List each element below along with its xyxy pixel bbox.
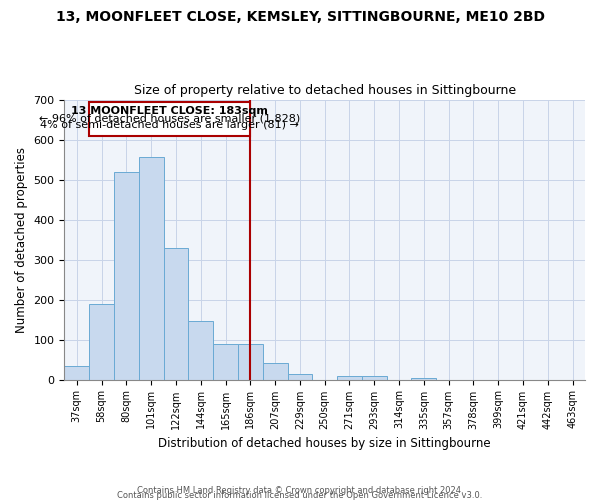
Bar — [213, 344, 238, 380]
Text: 13, MOONFLEET CLOSE, KEMSLEY, SITTINGBOURNE, ME10 2BD: 13, MOONFLEET CLOSE, KEMSLEY, SITTINGBOU… — [56, 10, 545, 24]
Bar — [64, 366, 89, 380]
Text: ← 96% of detached houses are smaller (1,828): ← 96% of detached houses are smaller (1,… — [39, 114, 301, 124]
X-axis label: Distribution of detached houses by size in Sittingbourne: Distribution of detached houses by size … — [158, 437, 491, 450]
Bar — [89, 304, 114, 380]
Bar — [89, 102, 250, 136]
Bar — [114, 172, 139, 380]
Bar — [287, 374, 313, 380]
Text: Contains public sector information licensed under the Open Government Licence v3: Contains public sector information licen… — [118, 491, 482, 500]
Bar — [337, 376, 362, 380]
Title: Size of property relative to detached houses in Sittingbourne: Size of property relative to detached ho… — [134, 84, 516, 97]
Bar — [164, 248, 188, 380]
Y-axis label: Number of detached properties: Number of detached properties — [15, 146, 28, 332]
Bar — [412, 378, 436, 380]
Bar — [139, 157, 164, 380]
Bar — [188, 321, 213, 380]
Bar — [263, 363, 287, 380]
Text: Contains HM Land Registry data © Crown copyright and database right 2024.: Contains HM Land Registry data © Crown c… — [137, 486, 463, 495]
Text: 13 MOONFLEET CLOSE: 183sqm: 13 MOONFLEET CLOSE: 183sqm — [71, 106, 268, 117]
Text: 4% of semi-detached houses are larger (81) →: 4% of semi-detached houses are larger (8… — [40, 120, 299, 130]
Bar — [362, 376, 386, 380]
Bar — [238, 344, 263, 380]
